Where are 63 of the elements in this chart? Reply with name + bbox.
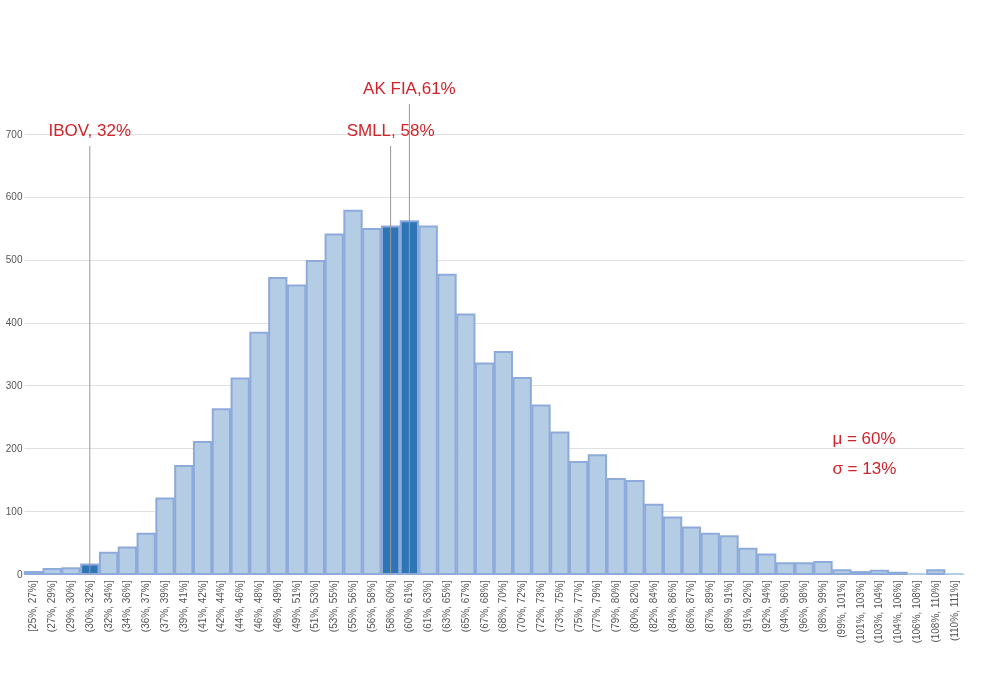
y-tick-label: 500	[5, 254, 23, 266]
x-tick-label: (55%, 56%]	[347, 580, 358, 633]
y-tick-label: 200	[5, 442, 23, 454]
x-tick-label: (72%, 73%]	[535, 580, 546, 633]
x-tick-label: (80%, 82%]	[629, 580, 640, 633]
x-tick-label: (99%, 101%]	[835, 580, 847, 638]
y-tick-label: 600	[5, 191, 23, 203]
x-tick-label: (63%, 65%]	[441, 580, 452, 633]
x-tick-label: (101%, 103%]	[854, 580, 866, 644]
x-tick-label: (36%, 37%]	[140, 580, 152, 633]
x-tick-label: (65%, 67%]	[459, 580, 471, 633]
x-tick-label: (60%, 61%]	[403, 580, 415, 633]
x-tick-label: (56%, 58%]	[365, 580, 377, 633]
x-tick-label: (58%, 60%]	[384, 580, 396, 633]
x-tick-label: (110%, 111%]	[948, 580, 960, 642]
x-tick-label: (51%, 53%]	[309, 580, 321, 633]
x-tick-label: (42%, 44%]	[215, 580, 227, 633]
x-tick-label: (77%, 79%]	[591, 580, 603, 633]
ref-line-label: SMLL, 58%	[346, 121, 435, 140]
x-tick-label: [25%, 27%]	[27, 580, 39, 632]
ref-line-label: IBOV, 32%	[48, 121, 132, 140]
x-tick-label: (30%, 32%]	[83, 580, 95, 633]
x-tick-label: (108%, 110%]	[929, 580, 941, 643]
y-tick-label: 400	[5, 317, 23, 329]
x-tick-label: (75%, 77%]	[572, 580, 584, 633]
x-tick-label: (89%, 91%]	[723, 580, 734, 633]
ref-line-label: AK FIA,61%	[363, 79, 456, 98]
y-tick-label: 100	[5, 505, 23, 517]
x-tick-label: (91%, 92%]	[741, 580, 753, 633]
y-tick-label: 700	[5, 128, 23, 140]
annotation: σ = 13%	[832, 459, 897, 478]
x-tick-label: (29%, 30%]	[65, 580, 76, 633]
x-tick-label: (104%, 106%]	[892, 580, 904, 644]
x-tick-label: (53%, 55%]	[328, 580, 340, 633]
x-tick-label: (48%, 49%]	[271, 580, 283, 633]
x-tick-label: (103%, 104%]	[873, 580, 885, 644]
x-tick-label: (68%, 70%]	[497, 580, 509, 633]
x-tick-label: (39%, 41%]	[177, 580, 189, 633]
x-tick-label: (49%, 51%]	[290, 580, 302, 633]
x-tick-label: (73%, 75%]	[553, 580, 565, 633]
x-tick-label: (37%, 39%]	[159, 580, 170, 633]
x-tick-label: (98%, 99%]	[817, 580, 828, 633]
x-tick-label: (106%, 108%]	[911, 580, 922, 644]
x-tick-label: (94%, 96%]	[779, 580, 791, 633]
x-tick-label: (84%, 86%]	[666, 580, 678, 633]
x-tick-label: (86%, 87%]	[685, 580, 697, 633]
x-tick-label: (82%, 84%]	[647, 580, 659, 633]
x-tick-label: (70%, 72%]	[516, 580, 528, 633]
x-tick-label: (34%, 36%]	[121, 580, 133, 633]
x-tick-label: (92%, 94%]	[760, 580, 772, 633]
x-tick-label: (46%, 48%]	[253, 580, 264, 633]
x-tick-label: (67%, 68%]	[478, 580, 490, 633]
y-tick-label: 300	[5, 379, 23, 391]
x-tick-label: (96%, 98%]	[798, 580, 810, 633]
y-tick-label: 0	[16, 568, 23, 580]
x-tick-label: (27%, 29%]	[46, 580, 58, 633]
x-tick-label: (79%, 80%]	[610, 580, 622, 633]
x-tick-label: (87%, 89%]	[704, 580, 716, 633]
annotation: μ = 60%	[832, 429, 896, 448]
x-tick-label: (41%, 42%]	[196, 580, 208, 633]
x-tick-label: (32%, 34%]	[102, 580, 114, 633]
x-tick-label: (44%, 46%]	[234, 580, 246, 633]
x-tick-label: (61%, 63%]	[422, 580, 434, 633]
